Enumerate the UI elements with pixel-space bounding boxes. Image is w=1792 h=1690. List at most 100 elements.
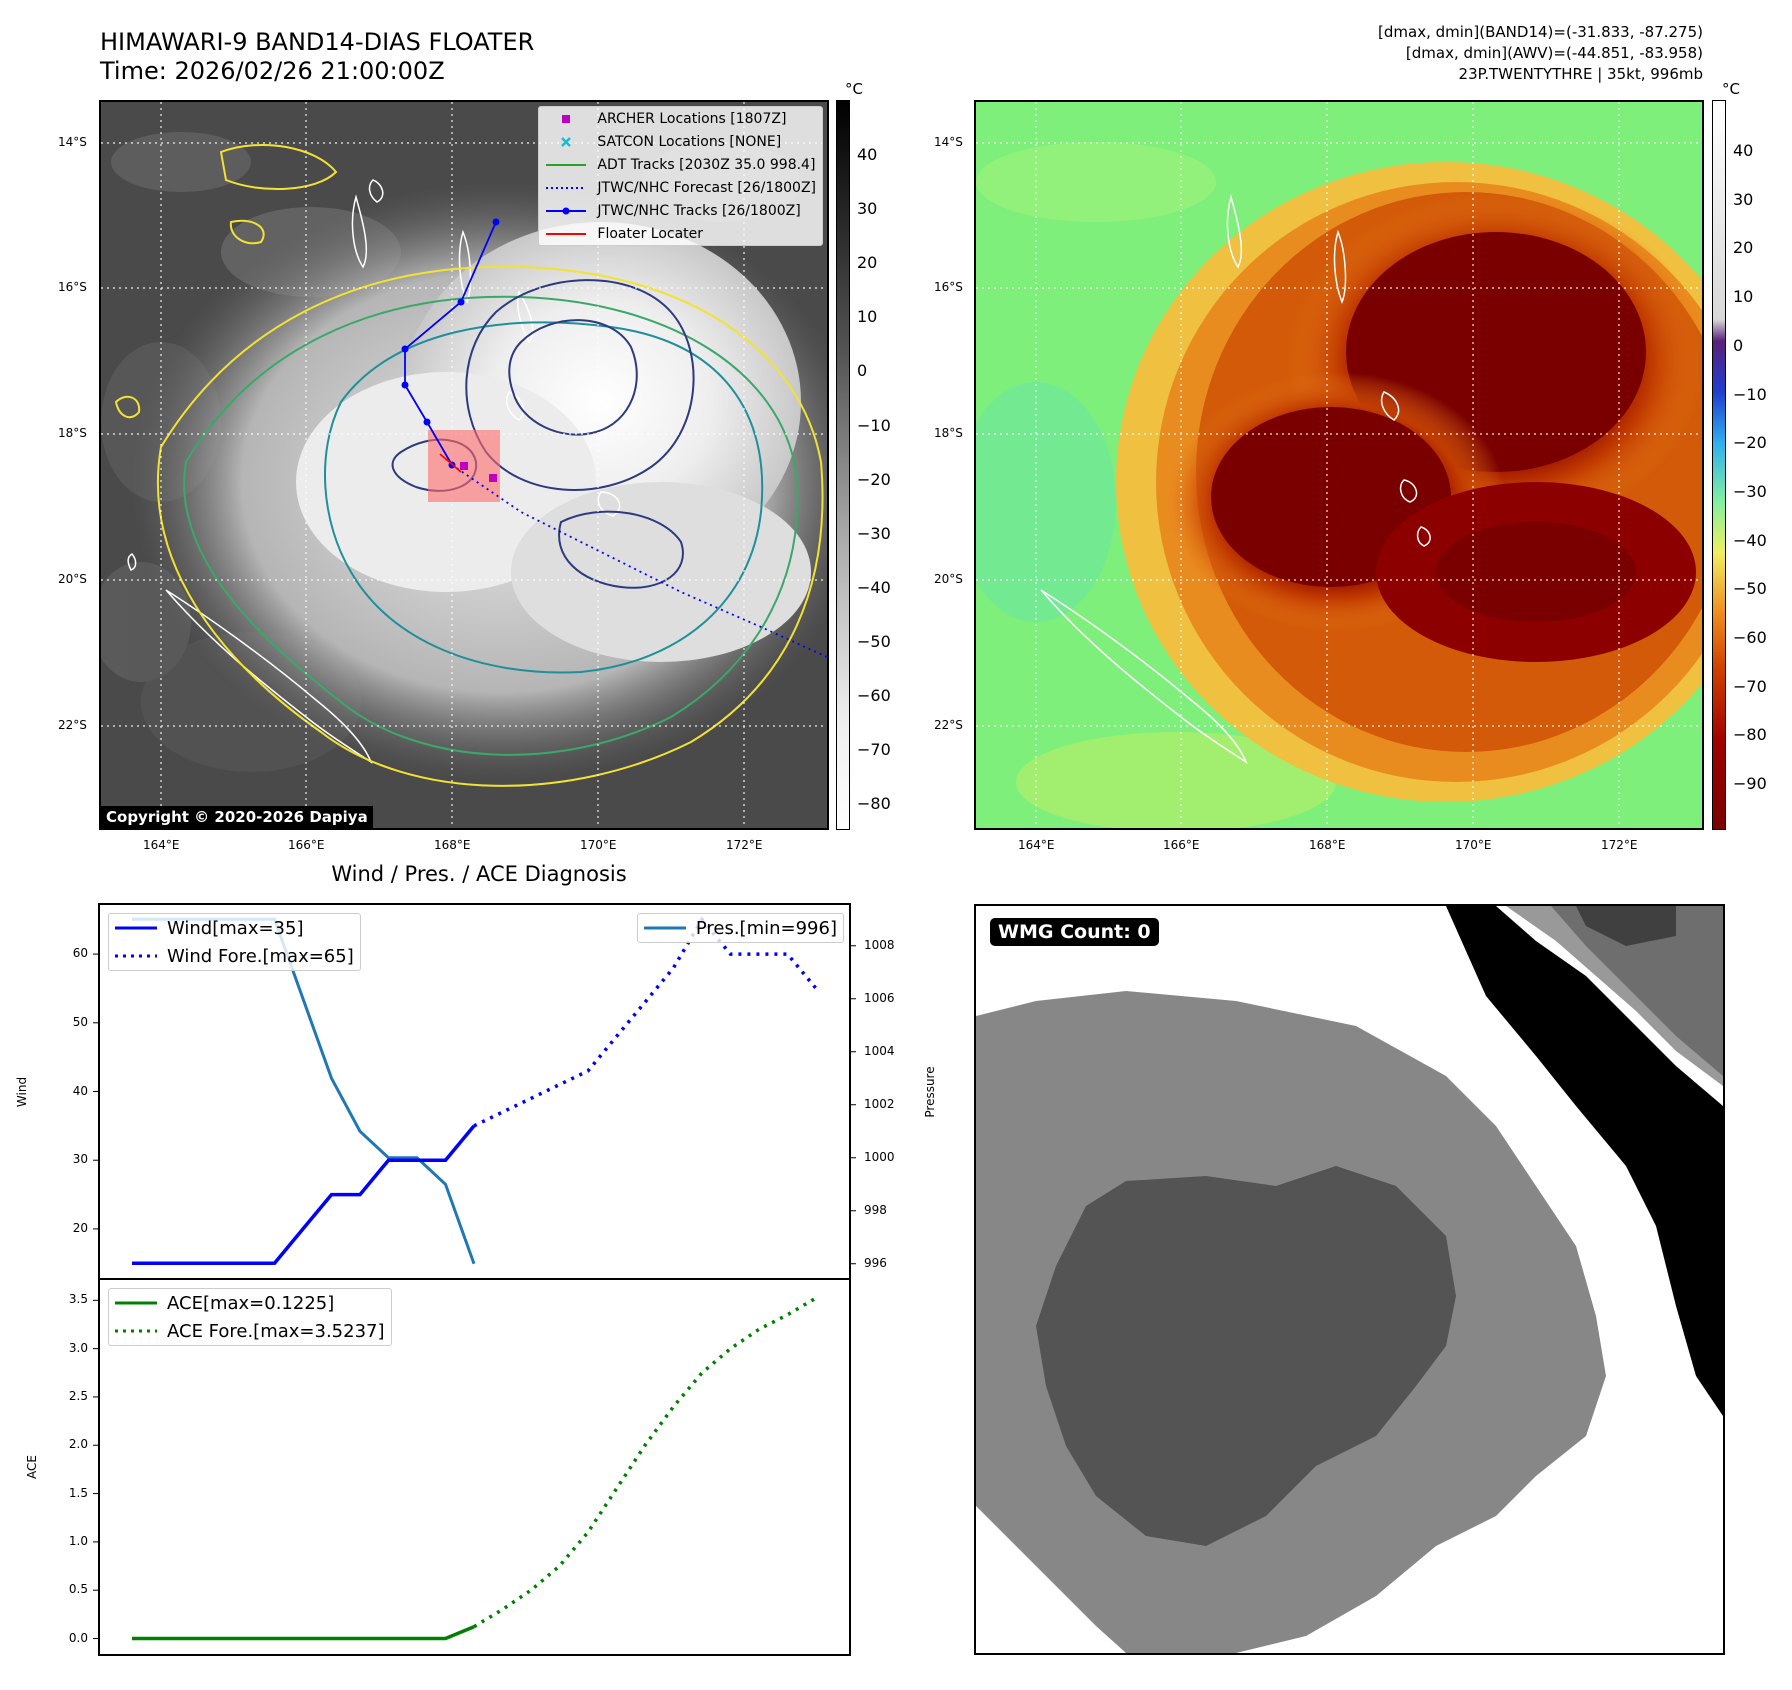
colorbar-tick-label: −80 — [857, 794, 891, 814]
wmg-image — [976, 906, 1723, 1653]
legend-item: JTWC/NHC Forecast [26/1800Z] — [539, 176, 822, 199]
ir-colorbar-unit: °C — [845, 80, 863, 98]
colorbar-tick-label: 10 — [857, 307, 878, 327]
awv-lon-tick: 168°E — [1309, 838, 1346, 852]
axis-tick-label: 3.0 — [68, 1340, 88, 1355]
axis-tick-label: 2.5 — [68, 1388, 88, 1403]
awv-lon-tick: 170°E — [1455, 838, 1492, 852]
ir-title-line1: HIMAWARI-9 BAND14-DIAS FLOATER — [100, 28, 535, 56]
legend-item: Wind[max=35] — [109, 914, 360, 942]
colorbar-tick-label: −30 — [857, 523, 891, 543]
axis-tick-label: 996 — [864, 1255, 887, 1270]
ir-legend: ARCHER Locations [1807Z] SATCON Location… — [538, 106, 823, 246]
blue-line-icon — [115, 926, 157, 930]
ir-title-line2: Time: 2026/02/26 21:00:00Z — [100, 57, 445, 85]
awv-lat-tick: 18°S — [934, 426, 963, 440]
series-line-ace-max-0-1225 — [132, 1625, 475, 1641]
colorbar-tick-label: −10 — [857, 415, 891, 435]
axis-tick-label: 1008 — [864, 937, 895, 952]
axis-tick-label: 40 — [72, 1083, 88, 1098]
copyright-label: Copyright © 2020-2026 Dapiya — [101, 806, 373, 828]
ir-lon-tick: 166°E — [288, 838, 325, 852]
ir-lat-tick: 18°S — [58, 426, 87, 440]
awv-map-image — [976, 102, 1702, 828]
ir-lat-tick: 20°S — [58, 572, 87, 586]
axis-tick-label: 1004 — [864, 1043, 895, 1058]
colorbar-tick-label: −20 — [857, 469, 891, 489]
ir-map-image — [101, 102, 827, 828]
colorbar-tick-label: −50 — [857, 631, 891, 651]
colorbar-tick-label: 40 — [1733, 141, 1754, 160]
teal-x-marker-icon — [561, 136, 572, 147]
legend-item: ACE Fore.[max=3.5237] — [109, 1317, 391, 1345]
axis-tick-label: 1.0 — [68, 1533, 88, 1548]
colorbar-tick-label: −40 — [857, 577, 891, 597]
colorbar-tick-label: −60 — [857, 686, 891, 705]
legend-item: ARCHER Locations [1807Z] — [539, 107, 822, 130]
awv-lat-tick: 22°S — [934, 718, 963, 732]
colorbar-tick-label: −70 — [857, 740, 891, 760]
colorbar-tick-label: −50 — [1733, 579, 1767, 599]
wmg-map[interactable]: WMG Count: 0 — [974, 904, 1725, 1655]
legend-item: Floater Locater — [539, 222, 822, 245]
blue-dotted-line-icon — [115, 954, 157, 958]
blue-line-dot-icon — [546, 207, 587, 214]
series-line-ace-fore-max-3-5237 — [473, 1296, 817, 1629]
legend-item: SATCON Locations [NONE] — [539, 130, 822, 153]
colorbar-tick-label: −20 — [1733, 433, 1767, 453]
ir-lon-tick: 172°E — [726, 838, 763, 852]
colorbar-tick-label: 20 — [857, 253, 878, 273]
colorbar-tick-label: 40 — [857, 145, 878, 164]
axis-tick-label: 3.5 — [68, 1292, 88, 1307]
pres-legend: Pres.[min=996] — [636, 913, 844, 943]
ir-colorbar — [836, 100, 850, 830]
green-line-icon — [115, 1301, 157, 1305]
legend-item: ADT Tracks [2030Z 35.0 998.4] — [539, 153, 822, 176]
ace-legend: ACE[max=0.1225] ACE Fore.[max=3.5237] — [108, 1288, 392, 1346]
ace-axes-frame — [98, 1278, 851, 1656]
ir-lon-tick: 170°E — [580, 838, 617, 852]
steelblue-line-icon — [643, 926, 686, 930]
axis-tick-label: 20 — [72, 1220, 88, 1235]
ir-lon-tick: 168°E — [434, 838, 471, 852]
archer-marker — [460, 462, 468, 470]
awv-info-line1: [dmax, dmin](BAND14)=(-31.833, -87.275) — [1378, 23, 1703, 41]
legend-item: JTWC/NHC Tracks [26/1800Z] — [539, 199, 822, 222]
series-line-wind-max-35 — [132, 1124, 476, 1266]
legend-item: Wind Fore.[max=65] — [109, 942, 360, 970]
ir-lon-tick: 164°E — [143, 838, 180, 852]
awv-colorbar — [1712, 100, 1726, 830]
blue-dotted-line-icon — [546, 186, 587, 189]
awv-info-line2: [dmax, dmin](AWV)=(-44.851, -83.958) — [1405, 44, 1703, 62]
axis-tick-label: 998 — [864, 1202, 887, 1217]
colorbar-tick-label: 30 — [857, 199, 878, 219]
red-line-icon — [546, 232, 587, 235]
legend-item: Pres.[min=996] — [638, 914, 843, 942]
awv-lon-tick: 172°E — [1601, 838, 1638, 852]
awv-lat-tick: 14°S — [934, 135, 963, 149]
colorbar-tick-label: 20 — [1733, 238, 1754, 258]
pres-ylabel: Pressure — [923, 1066, 937, 1118]
colorbar-tick-label: 0 — [857, 361, 868, 381]
green-line-icon — [546, 163, 587, 166]
awv-lon-tick: 164°E — [1018, 838, 1055, 852]
axis-tick-label: 1000 — [864, 1149, 895, 1164]
awv-info-line3: 23P.TWENTYTHRE | 35kt, 996mb — [1458, 65, 1703, 83]
colorbar-tick-label: −90 — [1733, 774, 1767, 794]
axis-tick-label: 0.0 — [68, 1630, 88, 1645]
axis-tick-label: 1002 — [864, 1096, 895, 1111]
colorbar-tick-label: 30 — [1733, 189, 1754, 209]
green-dotted-line-icon — [115, 1329, 157, 1333]
ir-lat-tick: 16°S — [58, 280, 87, 294]
wind-ylabel: Wind — [15, 1076, 29, 1108]
axis-tick-label: 2.0 — [68, 1437, 88, 1452]
colorbar-tick-label: −10 — [1733, 384, 1767, 404]
axis-tick-label: 0.5 — [68, 1582, 88, 1597]
awv-map[interactable] — [974, 100, 1704, 830]
magenta-square-marker-icon — [562, 114, 571, 123]
ir-map[interactable]: ARCHER Locations [1807Z] SATCON Location… — [99, 100, 829, 830]
legend-item: ACE[max=0.1225] — [109, 1289, 391, 1317]
awv-colorbar-unit: °C — [1722, 80, 1740, 98]
awv-lon-tick: 166°E — [1163, 838, 1200, 852]
ir-lat-tick: 14°S — [58, 135, 87, 149]
